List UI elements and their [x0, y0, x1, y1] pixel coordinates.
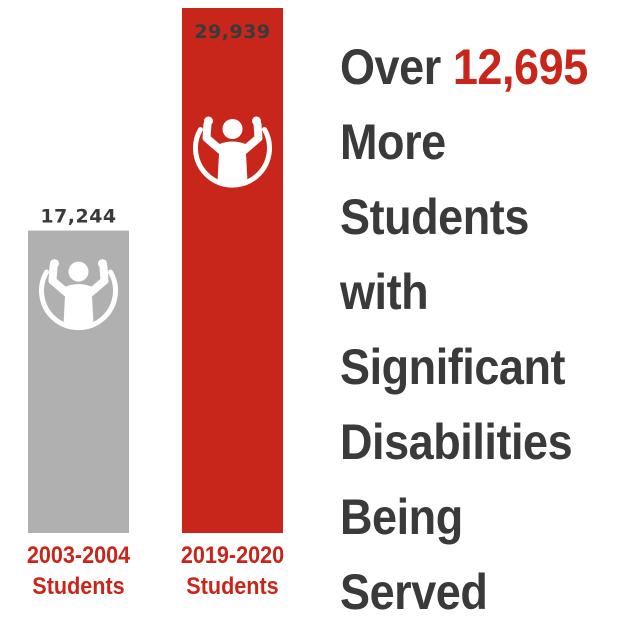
headline-line: Significant: [340, 339, 566, 395]
category-label: 2019-2020: [181, 541, 284, 568]
headline-line: with: [340, 264, 429, 320]
icon-hand: [50, 259, 59, 269]
icon-arm-right: [86, 262, 109, 297]
category-label: 2003-2004: [27, 541, 131, 568]
headline-line-1: Over 12,695: [340, 30, 597, 105]
icon-ring: [193, 127, 272, 188]
icon-hand: [252, 116, 261, 126]
icon-arm-right: [240, 120, 263, 154]
bar-value-label: 29,939: [194, 21, 270, 43]
icon-body: [63, 284, 94, 328]
icon-arm-left: [48, 262, 71, 297]
bar-chart: 17,244 2003-2004 Students 29,939 2019-2020 St…: [27, 8, 284, 599]
icon-arm-left: [202, 120, 225, 154]
headline-line: Disabilities: [340, 414, 573, 470]
icon-head: [68, 261, 89, 282]
icon-body: [217, 141, 248, 185]
headline-line: Served: [340, 564, 488, 620]
icon-hand: [98, 259, 107, 269]
icon-hand: [204, 116, 213, 126]
headline-prefix: Over: [340, 39, 441, 95]
bar-value-label: 17,244: [40, 206, 116, 228]
icon-head: [222, 119, 243, 139]
child-raised-arms-icon: [193, 116, 272, 188]
child-raised-arms-icon: [39, 259, 118, 331]
icon-ring: [39, 269, 118, 331]
headline-line: More: [340, 114, 446, 170]
category-label: Students: [186, 572, 278, 599]
category-label: Students: [32, 572, 124, 599]
bar: [182, 8, 283, 533]
headline-line: Being: [340, 489, 463, 545]
headline-line: Students: [340, 189, 529, 245]
headline-number: 12,695: [452, 39, 588, 95]
headline: Over 12,695 More Students with Significa…: [340, 30, 597, 630]
